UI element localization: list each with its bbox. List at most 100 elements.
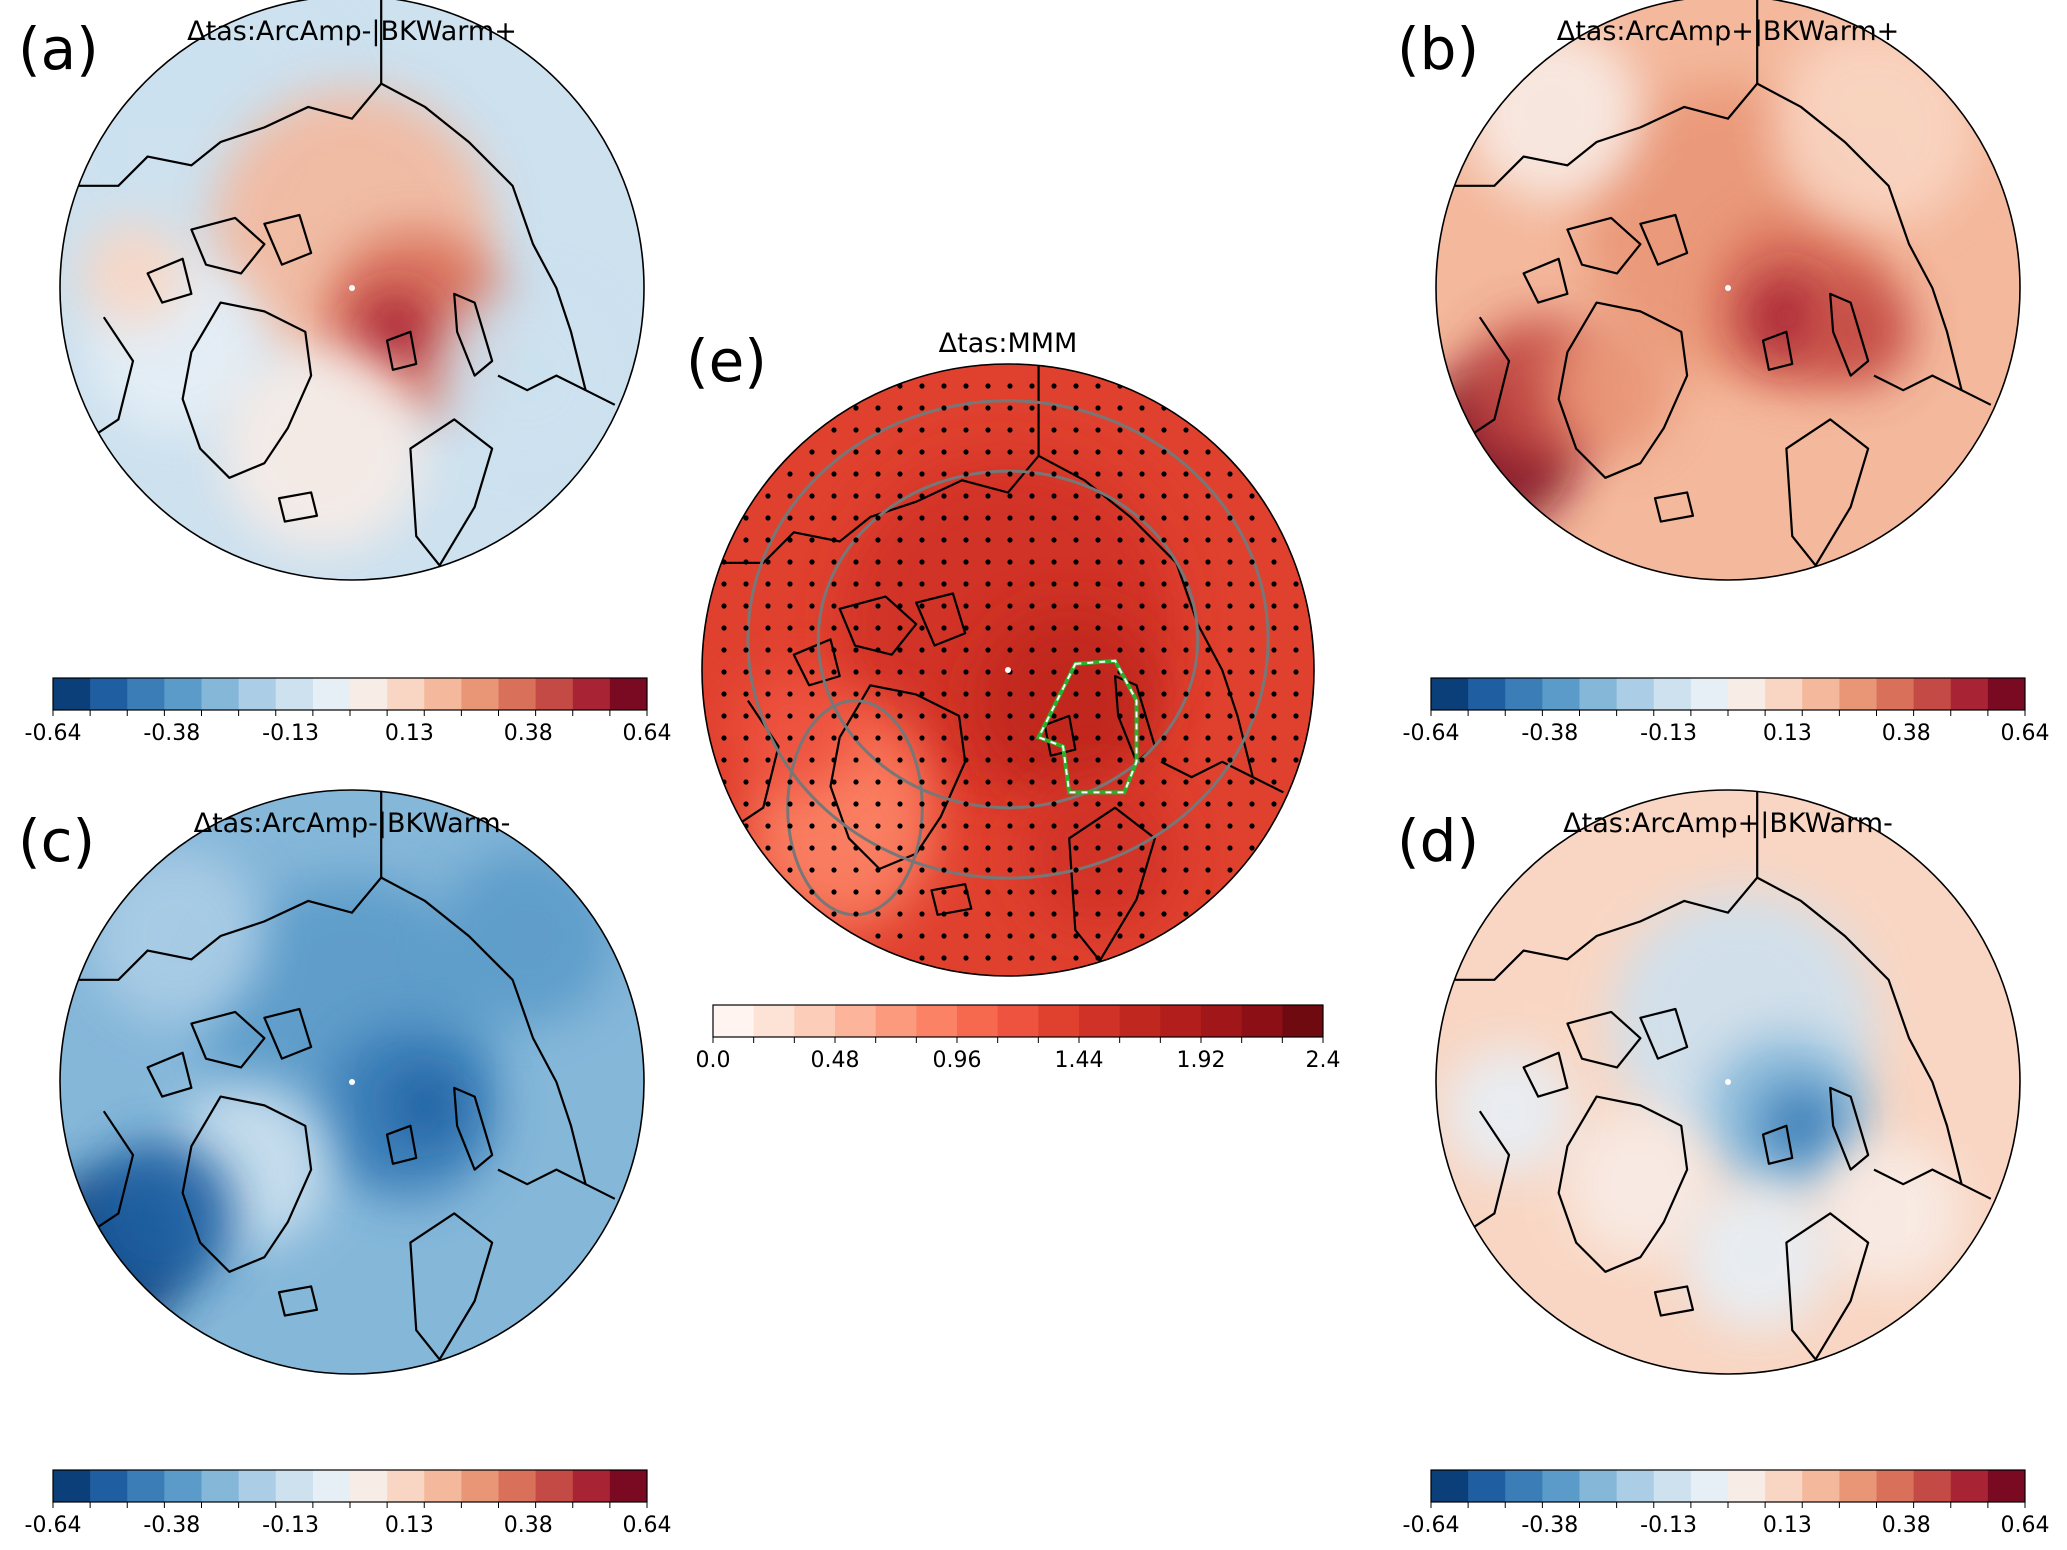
significance-dot [919,581,925,587]
significance-dot [743,757,749,763]
field-anomaly-patch [1023,777,1177,931]
significance-dot [1249,515,1255,521]
coastline [497,1168,616,1200]
colorbar-swatch [1038,1005,1080,1037]
significance-dot [1095,471,1101,477]
significance-dot [875,845,881,851]
significance-dot [1007,625,1013,631]
colorbar-swatch [1653,678,1692,710]
significance-dot [941,933,947,939]
significance-dot [1117,559,1123,565]
significance-dot [1271,713,1277,719]
significance-dot [1029,933,1035,939]
significance-dot [1095,383,1101,389]
coastline [1785,1212,1870,1361]
significance-dot [1029,867,1035,873]
colorbar-tick-label: -0.38 [143,721,200,746]
significance-dot [1139,911,1145,917]
significance-dot [1051,911,1057,917]
field-anomaly-patch [977,608,1161,793]
significance-dot [919,889,925,895]
significance-dot [1227,757,1233,763]
coastline [453,1086,494,1171]
significance-dot [1183,515,1189,521]
significance-dot [875,603,881,609]
coastline [263,213,313,266]
field-anomaly-patch [80,220,186,326]
significance-dot [1293,647,1299,653]
coastline [385,330,418,371]
significance-dot [1051,449,1057,455]
significance-dot [985,449,991,455]
colorbar-swatch [1876,1470,1915,1502]
significance-dot [1227,867,1233,873]
significance-dot [765,713,771,719]
significance-dot [941,867,947,873]
significance-dot [1117,823,1123,829]
significance-dot [1073,581,1079,587]
coastline [1557,1095,1689,1273]
significance-dot [1139,581,1145,587]
significance-dot [1183,647,1189,653]
significance-dot [1139,449,1145,455]
significance-dot [1117,493,1123,499]
significance-dot [831,691,837,697]
significance-dot [1051,471,1057,477]
significance-dot [1161,493,1167,499]
significance-dot [963,537,969,543]
panel-label-c: (c) [18,807,96,875]
colorbar-tick-label: -0.64 [25,1513,82,1538]
colorbar-swatch [1839,1470,1877,1502]
significance-dot [1139,933,1145,939]
colorbar-swatch [312,1470,351,1502]
significance-dot [1095,735,1101,741]
significance-dot [1073,603,1079,609]
map-field-a [60,0,644,580]
significance-dot [919,801,925,807]
significance-dot [787,845,793,851]
colorbar-tick-label: -0.13 [1640,1513,1697,1538]
significance-dot [1007,757,1013,763]
significance-dot [1249,537,1255,543]
significance-dot [1051,889,1057,895]
significance-dot [1051,383,1057,389]
colorbar-swatch [957,1005,999,1037]
significance-dot [897,449,903,455]
significance-dot [1139,471,1145,477]
field-anomaly-patch [1684,1184,1831,1331]
colorbar-swatch [1913,1470,1952,1502]
significance-dot [831,801,837,807]
significance-dot [1249,823,1255,829]
significance-dot [853,603,859,609]
significance-dot [1073,735,1079,741]
significance-dot [1029,581,1035,587]
significance-dot [1029,713,1035,719]
significance-dot [1139,889,1145,895]
significance-dot [919,911,925,917]
coastline [380,82,587,391]
significance-dot [1139,801,1145,807]
significance-dot [1227,581,1233,587]
colorbar-tick-label: 0.13 [1763,721,1812,746]
coastline [1873,1168,1992,1200]
significance-dot [1161,735,1167,741]
colorbar-swatch [535,1470,574,1502]
coastline [1436,790,1759,981]
coastline [453,292,494,377]
significance-dot [1007,801,1013,807]
colorbar-tick-label: 0.38 [504,1513,553,1538]
coastline [1653,491,1695,523]
significance-dot [765,625,771,631]
significance-dot [809,471,815,477]
colorbar-swatch [997,1005,1039,1037]
field-anomaly-patch [1771,25,1977,230]
significance-dot [787,515,793,521]
colorbar-swatch [201,1470,240,1502]
coastline [1068,806,1156,962]
significance-dot [1205,713,1211,719]
significance-dot [919,867,925,873]
significance-dot [1007,405,1013,411]
significance-dot [897,515,903,521]
significance-dot [919,383,925,389]
significance-dot [1051,823,1057,829]
